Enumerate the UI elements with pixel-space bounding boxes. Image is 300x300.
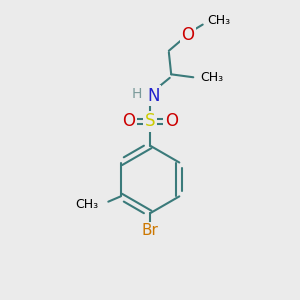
Text: N: N — [147, 86, 160, 104]
Text: S: S — [145, 112, 155, 130]
Text: Br: Br — [142, 224, 158, 238]
Text: O: O — [122, 112, 135, 130]
Text: O: O — [165, 112, 178, 130]
Text: CH₃: CH₃ — [208, 14, 231, 27]
Text: H: H — [132, 87, 142, 101]
Text: CH₃: CH₃ — [200, 71, 223, 84]
Text: O: O — [182, 26, 194, 44]
Text: CH₃: CH₃ — [76, 198, 99, 211]
